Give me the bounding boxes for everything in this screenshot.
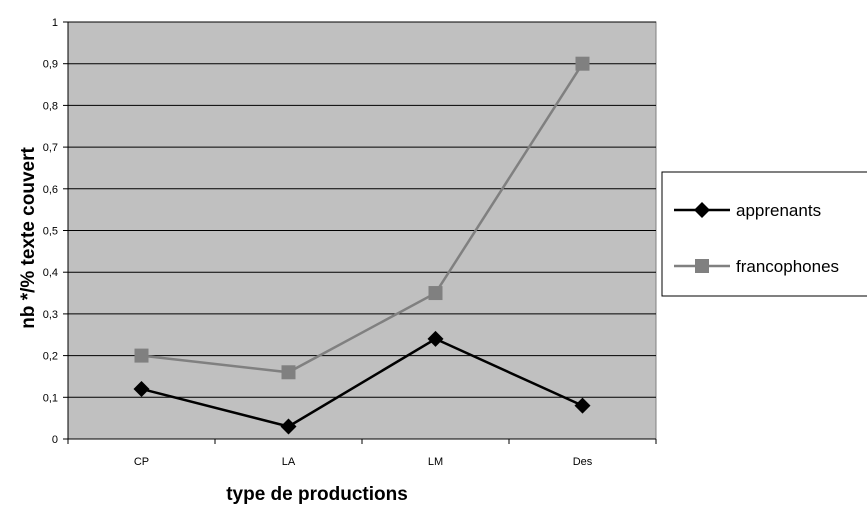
y-axis-ticks: 0 0,1 0,2 0,3 0,4 0,5 0,6 0,7 0,8 0,9 1	[43, 17, 68, 446]
series-line	[141, 337, 584, 428]
x-axis-ticks: CP LA LM Des	[67, 439, 657, 468]
gridlines	[68, 21, 656, 398]
series-francophones	[134, 56, 590, 380]
legend-label: francophones	[736, 257, 839, 276]
legend-box	[661, 171, 867, 297]
series	[133, 56, 591, 435]
legend: apprenants francophones	[661, 171, 867, 297]
x-tick-label: LA	[282, 456, 296, 468]
data-point	[428, 286, 443, 301]
x-tick-label: CP	[134, 456, 149, 468]
y-tick-label: 0,7	[43, 142, 58, 154]
y-tick-label: 0,9	[43, 59, 58, 71]
data-point	[574, 397, 591, 414]
legend-marker	[695, 259, 709, 273]
y-tick-label: 0	[52, 434, 58, 446]
data-point	[575, 56, 590, 71]
y-tick-label: 0,8	[43, 100, 58, 112]
data-point	[280, 418, 297, 435]
legend-marker	[694, 202, 710, 218]
y-tick-label: 0,4	[43, 267, 58, 279]
y-axis-title: nb */% texte couvert	[18, 147, 39, 329]
legend-label: apprenants	[736, 201, 821, 220]
x-tick-label: LM	[428, 456, 443, 468]
y-tick-label: 0,2	[43, 351, 58, 363]
data-point	[133, 380, 150, 397]
series-line	[141, 63, 584, 374]
y-tick-label: 1	[52, 17, 58, 29]
y-tick-label: 0,5	[43, 226, 58, 238]
y-tick-label: 0,3	[43, 309, 58, 321]
series-apprenants	[133, 330, 591, 435]
data-point	[427, 330, 444, 347]
data-point	[134, 348, 149, 363]
y-tick-label: 0,6	[43, 184, 58, 196]
data-point	[281, 365, 296, 380]
x-axis-title: type de productions	[226, 484, 408, 505]
y-tick-label: 0,1	[43, 392, 58, 404]
x-tick-label: Des	[573, 456, 593, 468]
